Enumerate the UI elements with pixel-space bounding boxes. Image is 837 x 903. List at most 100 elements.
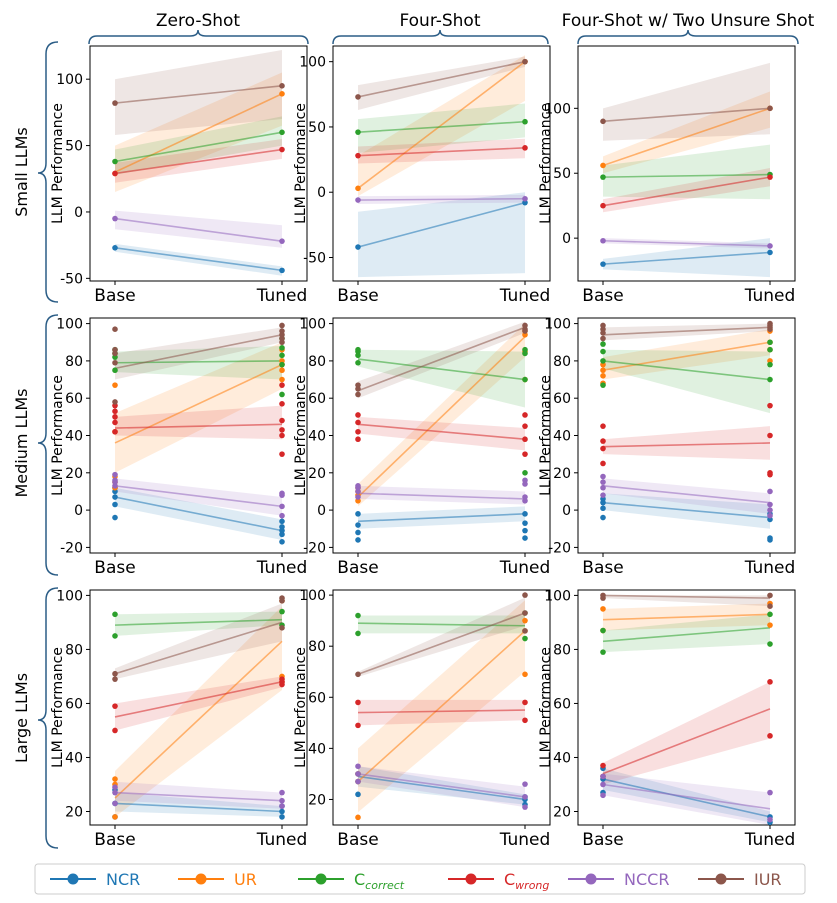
legend-label: NCCR (624, 870, 669, 889)
y-tick-label: 20 (553, 804, 571, 820)
data-point-C_correct (112, 367, 118, 374)
confidence-band-NCCR (115, 781, 282, 809)
series-line-UR (114, 93, 283, 173)
data-point-IUR (522, 628, 528, 634)
data-point-C_wrong (112, 428, 118, 435)
data-point-NCCR (767, 512, 773, 519)
series-line-C_wrong (357, 709, 526, 714)
data-point-C_wrong (112, 414, 118, 420)
data-point-NCCR (600, 484, 606, 491)
x-tick-label: Base (94, 286, 135, 306)
y-tick-label: 100 (56, 588, 83, 604)
y-tick-label: 60 (553, 696, 571, 712)
series-line-C_correct (114, 131, 283, 163)
y-tick-label: 60 (65, 391, 83, 407)
data-point-IUR (355, 94, 361, 100)
series-line-C_wrong (114, 681, 283, 718)
series-line-NCR (357, 513, 526, 523)
series-line-C_wrong (602, 176, 771, 207)
series-line-IUR (602, 326, 771, 336)
data-point-C_wrong (355, 419, 361, 426)
y-axis-label: LLM Performance (293, 103, 309, 224)
data-point-UR (279, 90, 285, 97)
data-point-NCR (522, 535, 528, 541)
y-tick-label: 50 (308, 120, 326, 136)
y-tick-label: 20 (65, 804, 83, 820)
legend-frame (34, 863, 806, 895)
x-tick-label: Tuned (256, 830, 308, 850)
data-point-C_correct (112, 611, 118, 618)
data-point-UR (600, 373, 606, 379)
y-tick-label: 0 (317, 503, 326, 519)
series-line-NCCR (357, 492, 526, 500)
y-tick-label: 100 (299, 588, 326, 604)
data-point-C_wrong (279, 146, 285, 153)
data-point-C_wrong (522, 436, 528, 443)
y-axis-label: LLM Performance (293, 375, 309, 496)
data-point-C_wrong (279, 382, 285, 388)
data-point-NCCR (767, 789, 773, 796)
confidence-band-C_wrong (603, 681, 770, 785)
confidence-band-C_correct (115, 345, 282, 380)
data-point-NCCR (355, 778, 361, 785)
series-line-UR (357, 336, 526, 498)
y-axis-label: LLM Performance (50, 375, 66, 496)
confidence-band-UR (603, 329, 770, 380)
legend-marker (715, 873, 727, 885)
data-point-C_correct (279, 352, 285, 359)
series-line-NCR (357, 775, 526, 801)
data-point-NCCR (355, 763, 361, 770)
data-point-C_wrong (355, 722, 361, 729)
y-axis-label: LLM Performance (538, 103, 554, 224)
data-point-C_wrong (355, 152, 361, 159)
confidence-band-UR (115, 342, 282, 473)
plot-area (332, 45, 551, 282)
data-point-C_wrong (355, 699, 361, 706)
legend-subscript: wrong (515, 879, 549, 892)
row-bracket-medium (37, 314, 59, 576)
y-tick-label: 60 (308, 690, 326, 706)
panel-r1-c2: -20 0 20 40 60 80 100 Base Tuned LLM Performance (538, 317, 796, 578)
data-point-C_wrong (767, 470, 773, 476)
data-point-UR (522, 617, 528, 624)
data-point-IUR (522, 592, 528, 598)
data-point-NCCR (522, 804, 528, 810)
panel-r2-c0: 20 40 60 80 100 Base Tuned LLM Performance (50, 588, 308, 850)
series-line-IUR (357, 326, 526, 392)
data-point-C_wrong (112, 408, 118, 415)
y-axis-label: LLM Performance (538, 375, 554, 496)
series-line-UR (602, 613, 771, 621)
x-tick-label: Tuned (499, 830, 551, 850)
data-point-IUR (112, 346, 118, 353)
data-point-C_wrong (279, 417, 285, 424)
series-line-C_correct (602, 173, 771, 178)
x-tick-label: Tuned (256, 286, 308, 306)
data-point-IUR (279, 625, 285, 631)
series-line-NCR (602, 501, 771, 519)
x-tick-label: Tuned (499, 286, 551, 306)
y-tick-label: 50 (553, 166, 571, 182)
row-title-large: Large LLMs (12, 673, 31, 763)
series-line-IUR (602, 594, 771, 599)
x-tick-label: Tuned (499, 558, 551, 578)
series-line-IUR (357, 612, 526, 676)
confidence-band-C_correct (115, 611, 282, 636)
panel-r2-c2: 20 40 60 80 100 Base Tuned LLM Performance (538, 588, 796, 850)
series-line-C_wrong (602, 442, 771, 448)
data-point-C_correct (767, 641, 773, 647)
confidence-band-C_wrong (358, 416, 525, 451)
data-point-C_wrong (767, 679, 773, 685)
data-point-C_wrong (279, 427, 285, 433)
data-point-IUR (279, 595, 285, 601)
data-point-NCCR (600, 792, 606, 799)
series-line-IUR (357, 60, 526, 98)
x-tick-label: Base (94, 830, 135, 850)
data-point-C_correct (279, 361, 285, 368)
legend-item-IUR: IUR (698, 870, 782, 889)
data-point-C_correct (355, 129, 361, 135)
data-point-C_correct (112, 158, 118, 165)
legend-item-NCCR: NCCR (568, 870, 669, 889)
data-point-NCCR (600, 781, 606, 788)
series-line-IUR (114, 334, 283, 370)
